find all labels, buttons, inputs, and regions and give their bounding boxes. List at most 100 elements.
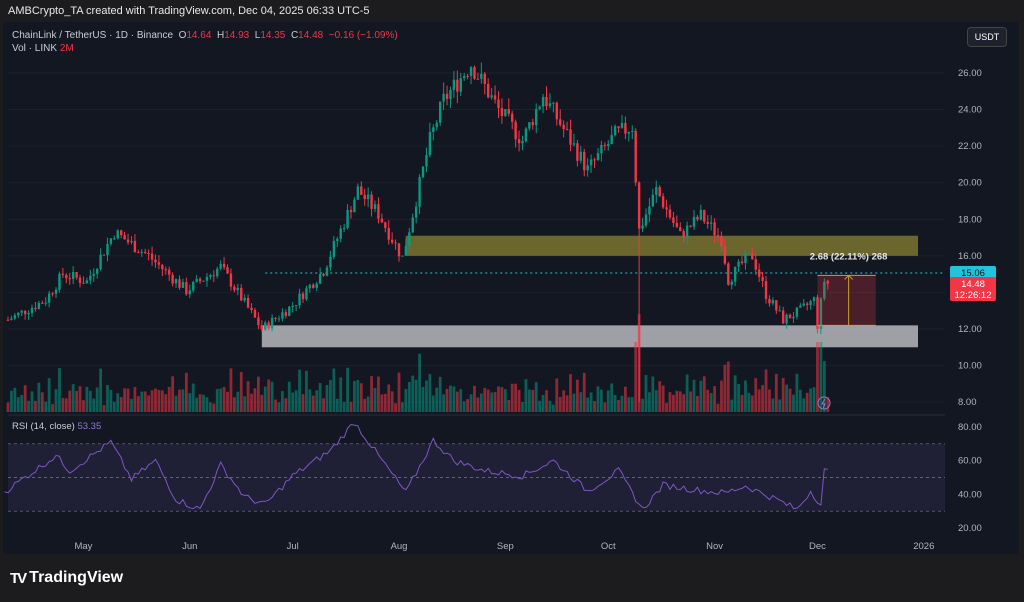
candle-body <box>679 227 682 232</box>
candle-body <box>312 284 315 288</box>
candle-body <box>462 75 466 79</box>
candle-body <box>284 312 288 316</box>
candle-body <box>147 253 150 255</box>
candle-body <box>325 267 329 276</box>
candle-body <box>713 222 716 236</box>
candle-body <box>154 259 157 263</box>
candle-body <box>490 95 493 98</box>
candle-body <box>178 279 181 288</box>
volume-label[interactable]: Vol · LINK <box>12 43 58 54</box>
candle-body <box>205 276 209 281</box>
candle-body <box>624 123 627 134</box>
volume-bar <box>421 386 425 412</box>
volume-bar <box>469 394 473 412</box>
candle-body <box>113 238 116 240</box>
candle-body <box>517 139 521 144</box>
candle-body <box>733 266 737 282</box>
volume-bar <box>812 387 816 412</box>
candle-body <box>233 286 236 291</box>
volume-bar <box>318 382 322 412</box>
candle-body <box>703 209 706 222</box>
candle-body <box>336 238 339 242</box>
volume-bar <box>383 393 387 412</box>
candle-body <box>109 238 113 244</box>
volume-bar <box>270 381 274 412</box>
currency-button[interactable]: USDT <box>967 27 1007 47</box>
candle-body <box>655 187 658 195</box>
volume-bar <box>778 399 782 412</box>
rsi-label[interactable]: RSI (14, close) <box>12 421 75 432</box>
candle-body <box>130 240 133 243</box>
rsi-tick: 60.00 <box>958 456 982 467</box>
volume-bar <box>291 392 295 412</box>
candle-body <box>747 253 751 255</box>
candle-body <box>229 273 233 287</box>
volume-bar <box>692 379 696 412</box>
volume-bar <box>531 389 535 412</box>
candle-body <box>150 253 154 260</box>
volume-bar <box>171 376 175 412</box>
chart-panel[interactable] <box>3 22 1019 554</box>
candle-body <box>257 317 260 326</box>
volume-bar <box>589 392 593 412</box>
volume-bar <box>92 398 96 412</box>
volume-bar <box>239 372 243 412</box>
time-tick: Nov <box>706 541 723 552</box>
candle-body <box>353 199 356 213</box>
candle-body <box>613 126 617 136</box>
volume-bar <box>184 372 188 412</box>
candle-body <box>92 273 95 276</box>
candle-body <box>373 204 377 209</box>
volume-bar <box>521 402 524 412</box>
candle-body <box>174 279 178 284</box>
volume-bar <box>634 342 638 412</box>
volume-bar <box>298 369 301 412</box>
candle-body <box>720 235 723 247</box>
candle-body <box>342 227 346 229</box>
volume-bar <box>435 387 439 412</box>
candle-body <box>552 102 555 104</box>
candle-body <box>106 243 109 256</box>
candle-body <box>493 95 497 100</box>
candle-body <box>82 282 85 284</box>
price-tag-line-bg <box>950 266 996 280</box>
candle-body <box>370 194 373 209</box>
candle-body <box>819 298 823 329</box>
candle-body <box>524 128 528 142</box>
candle-body <box>751 253 754 260</box>
volume-bar <box>143 391 147 412</box>
volume-bar <box>757 389 761 412</box>
candle-body <box>6 319 10 321</box>
candle-body <box>404 245 408 256</box>
candle-body <box>54 289 58 294</box>
volume-bar <box>373 388 377 412</box>
volume-bar <box>730 399 734 412</box>
volume-bar <box>510 383 514 412</box>
candle-body <box>23 310 27 315</box>
candle-body <box>85 280 89 284</box>
candle-body <box>723 246 727 264</box>
volume-bar <box>744 380 747 412</box>
candle-body <box>253 310 257 318</box>
volume-bar <box>630 397 634 412</box>
volume-bar <box>219 388 223 412</box>
volume-bar <box>538 400 542 412</box>
volume-bar <box>452 386 456 412</box>
volume-bar <box>82 400 85 412</box>
volume-bar <box>459 389 463 412</box>
volume-bar <box>47 378 51 412</box>
candle-body <box>761 276 764 281</box>
volume-bar <box>723 364 727 412</box>
volume-bar <box>195 397 199 412</box>
candle-body <box>332 241 336 257</box>
volume-bar <box>497 386 500 412</box>
candle-body <box>432 127 435 133</box>
candle-body <box>360 186 363 195</box>
symbol-name[interactable]: ChainLink / TetherUS · 1D · Binance <box>12 30 174 41</box>
volume-bar <box>353 381 356 412</box>
volume-bar <box>281 391 284 412</box>
candle-body <box>366 194 370 200</box>
volume-bar <box>411 375 415 412</box>
candle-body <box>435 122 438 128</box>
